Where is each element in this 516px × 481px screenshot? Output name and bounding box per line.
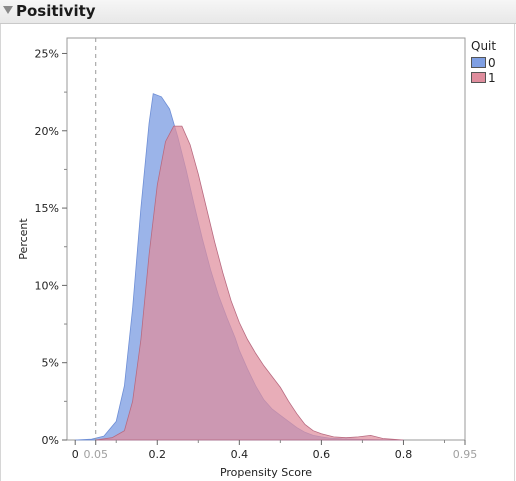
y-tick-label: 10%: [35, 279, 59, 292]
density-area-series-1[interactable]: [95, 125, 404, 441]
legend-item-1[interactable]: 1: [471, 70, 496, 85]
legend-label: 0: [488, 55, 496, 70]
x-tick-label: 0.95: [453, 448, 478, 461]
x-tick-label: 0: [72, 448, 79, 461]
legend-swatch: [471, 72, 486, 83]
x-tick-label: 0.8: [395, 448, 413, 461]
y-tick-label: 25%: [35, 47, 59, 60]
legend-title: Quit: [471, 39, 497, 53]
y-tick-label: 20%: [35, 125, 59, 138]
y-axis-title: Percent: [17, 218, 30, 260]
legend-swatch: [471, 57, 486, 68]
outline-content: [0, 24, 515, 481]
x-tick-label: 0.6: [313, 448, 331, 461]
x-tick-label: 0.4: [231, 448, 249, 461]
legend-item-0[interactable]: 0: [471, 55, 496, 70]
report-title: Positivity: [16, 2, 96, 20]
y-tick-label: 5%: [42, 357, 59, 370]
y-tick-label: 0%: [42, 434, 59, 447]
x-tick-label: 0.05: [83, 448, 108, 461]
x-tick-label: 0.2: [149, 448, 167, 461]
x-axis-title: Propensity Score: [220, 466, 312, 479]
legend-label: 1: [488, 70, 496, 85]
y-tick-label: 15%: [35, 202, 59, 215]
outline-header: Positivity: [0, 0, 516, 24]
disclosure-triangle-icon[interactable]: [3, 6, 13, 14]
